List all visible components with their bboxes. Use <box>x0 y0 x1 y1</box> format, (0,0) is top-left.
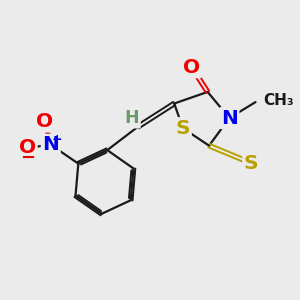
Text: O: O <box>36 112 53 131</box>
Text: O: O <box>19 138 36 157</box>
Text: N: N <box>221 109 238 128</box>
Text: +: + <box>52 133 62 146</box>
Text: N: N <box>42 135 59 154</box>
Text: CH₃: CH₃ <box>263 93 293 108</box>
Text: S: S <box>244 154 259 172</box>
Text: O: O <box>183 58 200 77</box>
Text: S: S <box>176 119 190 138</box>
Text: −: − <box>20 149 35 167</box>
Text: H: H <box>125 109 140 127</box>
